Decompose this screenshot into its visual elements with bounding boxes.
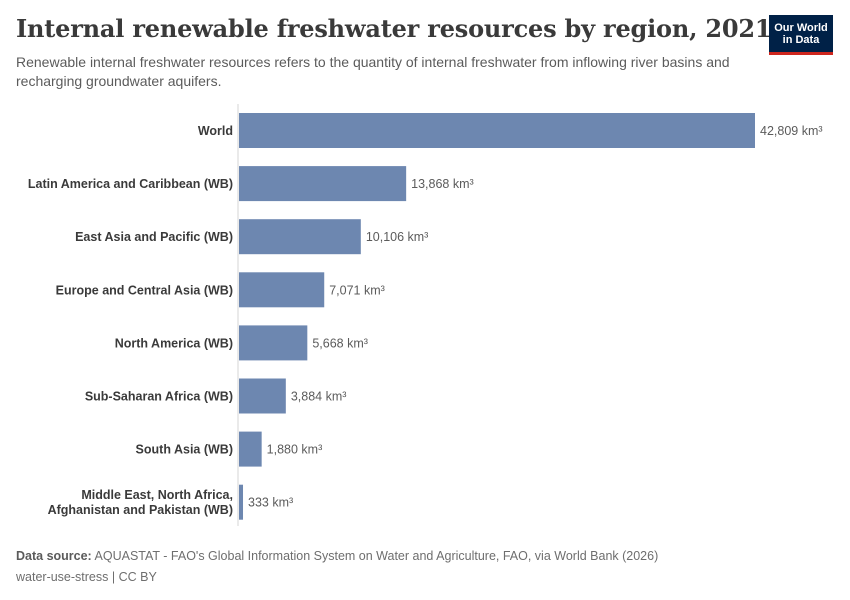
data-source: Data source: AQUASTAT - FAO's Global Inf… [16, 546, 658, 567]
value-label: 10,106 km³ [366, 230, 429, 244]
bar[interactable] [239, 484, 244, 520]
value-label: 333 km³ [248, 496, 293, 510]
category-label: South Asia (WB) [136, 443, 233, 457]
chart-subtitle: Renewable internal freshwater resources … [16, 54, 730, 89]
category-label: Europe and Central Asia (WB) [56, 283, 233, 297]
bar-chart: World 42,809 km³ Latin America and Caribbe… [28, 104, 823, 526]
owid-logo[interactable]: Our World in Data [769, 15, 833, 52]
data-source-label: Data source: [16, 549, 92, 563]
chart-title: Internal renewable freshwater resources … [16, 14, 772, 43]
value-label: 1,880 km³ [267, 443, 323, 457]
logo-line-1: Our World [774, 21, 828, 34]
value-label: 42,809 km³ [760, 124, 823, 138]
category-label: World [198, 124, 233, 138]
category-label: East Asia and Pacific (WB) [75, 230, 233, 244]
bar[interactable] [239, 113, 755, 148]
category-label: Latin America and Caribbean (WB) [28, 177, 233, 191]
value-label: 7,071 km³ [329, 283, 385, 297]
bar[interactable] [239, 325, 308, 361]
category-label: Sub-Saharan Africa (WB) [85, 390, 233, 404]
category-label: Middle East, North Africa, Afghanistan an… [48, 488, 233, 517]
category-label: North America (WB) [115, 336, 233, 350]
footer: Data source: AQUASTAT - FAO's Global Inf… [16, 546, 658, 588]
bar[interactable] [239, 431, 262, 467]
bar[interactable] [239, 272, 325, 308]
data-source-text: AQUASTAT - FAO's Global Information Syst… [94, 549, 659, 563]
logo-accent-bar [769, 52, 833, 55]
value-label: 5,668 km³ [312, 336, 368, 350]
value-label: 3,884 km³ [291, 390, 347, 404]
logo-line-2: in Data [782, 33, 820, 46]
value-label: 13,868 km³ [411, 177, 474, 191]
bar[interactable] [239, 378, 286, 414]
bar[interactable] [239, 166, 407, 202]
bar[interactable] [239, 219, 361, 255]
license-text: water-use-stress | CC BY [16, 570, 157, 584]
